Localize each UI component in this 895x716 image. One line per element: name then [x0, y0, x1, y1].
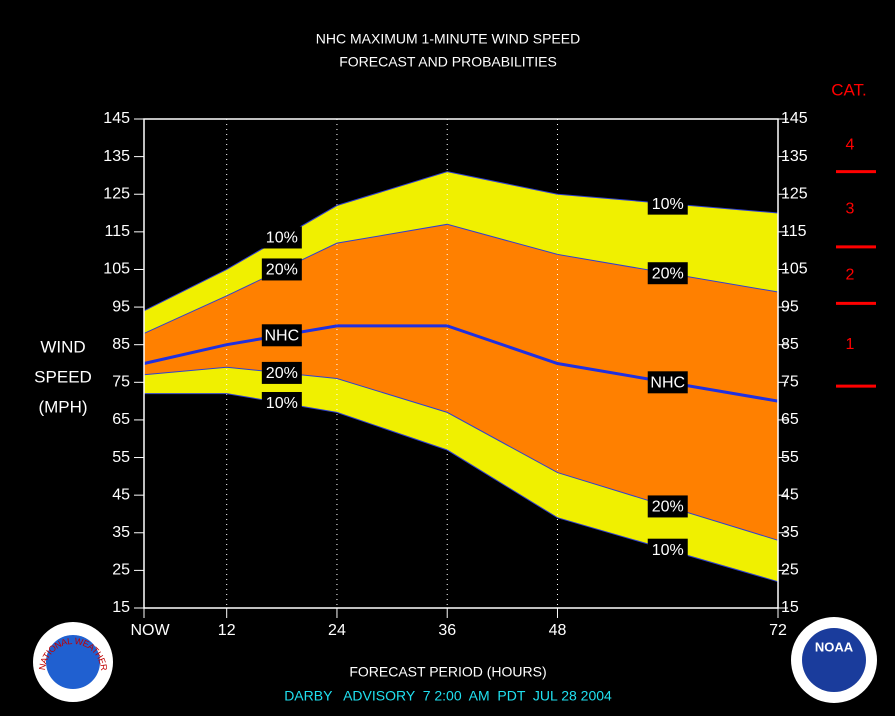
y-axis-label: SPEED: [34, 367, 92, 386]
series-line: [143, 223, 779, 334]
y-tick-label: 15: [112, 599, 130, 616]
y-tick-label: 55: [112, 449, 130, 466]
nws-logo-center: [46, 635, 100, 689]
y-axis-label: WIND: [40, 337, 85, 356]
category-title: CAT.: [831, 80, 867, 99]
footer: DARBY ADVISORY 7 2:00 AM PDT JUL 28 2004: [284, 688, 612, 704]
series-label: 10%: [266, 230, 298, 247]
x-axis-label: FORECAST PERIOD (HOURS): [349, 664, 546, 680]
y2-tick-label: 105: [781, 261, 808, 278]
y2-tick-label: 135: [781, 148, 808, 165]
probability-band: [144, 224, 778, 541]
x-tick-label: 12: [218, 622, 236, 639]
noaa-logo: NOAA: [791, 617, 877, 703]
y-tick-label: 25: [112, 562, 130, 579]
series-label-box: [261, 324, 302, 347]
y2-tick-label: 125: [781, 185, 808, 202]
noaa-logo-center: [802, 628, 866, 692]
y-axis-label: (MPH): [38, 397, 87, 416]
plot-frame: [143, 118, 779, 609]
series-line: [143, 324, 779, 403]
series-label: 20%: [652, 499, 684, 516]
series-label: 10%: [652, 542, 684, 559]
series-label-box: [261, 258, 302, 281]
series-label-box: [647, 262, 688, 285]
series-label-box: [647, 538, 688, 561]
series-label: 20%: [266, 365, 298, 382]
x-tick-label: 72: [769, 622, 787, 639]
y-tick-label: 115: [104, 223, 130, 240]
x-tick-label: 36: [438, 622, 456, 639]
series-label-box: [261, 391, 302, 414]
x-tick-label: NOW: [130, 622, 170, 639]
y2-tick-label: 15: [781, 599, 799, 616]
series-line: [143, 171, 779, 312]
y2-tick-label: 25: [781, 562, 799, 579]
series-label: NHC: [264, 328, 299, 345]
y2-tick-label: 115: [781, 223, 807, 240]
y2-tick-label: 35: [781, 524, 799, 541]
series-label-box: [647, 495, 688, 518]
category-label: 2: [846, 266, 855, 283]
series-label: 10%: [266, 395, 298, 412]
y-tick-label: 85: [112, 336, 130, 353]
category-label: 3: [846, 200, 855, 217]
y2-tick-label: 95: [781, 298, 799, 315]
series-label: NHC: [650, 375, 685, 392]
y-tick-label: 95: [112, 298, 130, 315]
y-tick-label: 45: [112, 486, 130, 503]
series-line: [143, 366, 779, 541]
chart-title: FORECAST AND PROBABILITIES: [339, 54, 557, 70]
y-tick-label: 75: [112, 374, 130, 391]
category-label: 4: [846, 137, 855, 154]
y-tick-label: 145: [103, 110, 130, 127]
noaa-logo-text: NOAA: [815, 639, 854, 654]
category-label: 1: [846, 336, 855, 353]
series-label-box: [647, 371, 688, 394]
series-label-box: [261, 226, 302, 249]
x-tick-label: 48: [549, 622, 567, 639]
series-label: 20%: [266, 262, 298, 279]
y2-tick-label: 65: [781, 411, 799, 428]
chart-title: NHC MAXIMUM 1-MINUTE WIND SPEED: [316, 31, 580, 47]
y-tick-label: 125: [103, 185, 130, 202]
x-tick-label: 24: [328, 622, 346, 639]
y2-tick-label: 75: [781, 374, 799, 391]
y-tick-label: 105: [103, 261, 130, 278]
series-label: 10%: [652, 196, 684, 213]
y2-tick-label: 55: [781, 449, 799, 466]
y2-tick-label: 145: [781, 110, 808, 127]
y-tick-label: 35: [112, 524, 130, 541]
series-line: [144, 393, 779, 583]
y-tick-label: 65: [112, 411, 130, 428]
series-label-box: [647, 192, 688, 215]
y-tick-label: 135: [103, 148, 130, 165]
y2-tick-label: 85: [781, 336, 799, 353]
series-label: 20%: [652, 265, 684, 282]
y2-tick-label: 45: [781, 486, 799, 503]
series-label-box: [261, 361, 302, 384]
